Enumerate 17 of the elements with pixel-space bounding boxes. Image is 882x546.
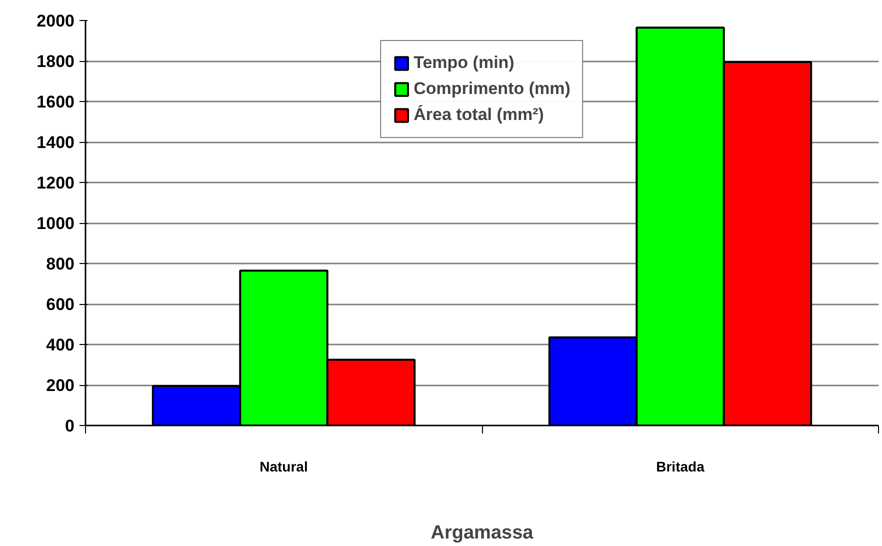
- y-tick-label: 2000: [36, 12, 75, 30]
- y-tick-label: 1200: [36, 174, 75, 192]
- x-tick-label: Britada: [656, 458, 705, 474]
- y-tick-label: 1600: [36, 92, 75, 112]
- y-tick-label: 200: [46, 376, 75, 395]
- y-tick-label: 1400: [36, 133, 75, 152]
- x-axis-title: Argamassa: [430, 522, 534, 544]
- legend-label: Comprimento (mm): [414, 79, 570, 99]
- y-tick-label: 0: [65, 416, 75, 436]
- y-tick-label: 1000: [36, 214, 75, 233]
- y-tick-label: 600: [46, 295, 75, 314]
- y-tick-label: 800: [46, 254, 75, 274]
- x-tick-label: Natural: [260, 458, 308, 474]
- legend-label: Tempo (min): [414, 53, 514, 73]
- y-tick-label: 1800: [36, 52, 75, 71]
- legend-label: Área total (mm²): [414, 105, 544, 125]
- y-tick-label: 400: [46, 336, 75, 354]
